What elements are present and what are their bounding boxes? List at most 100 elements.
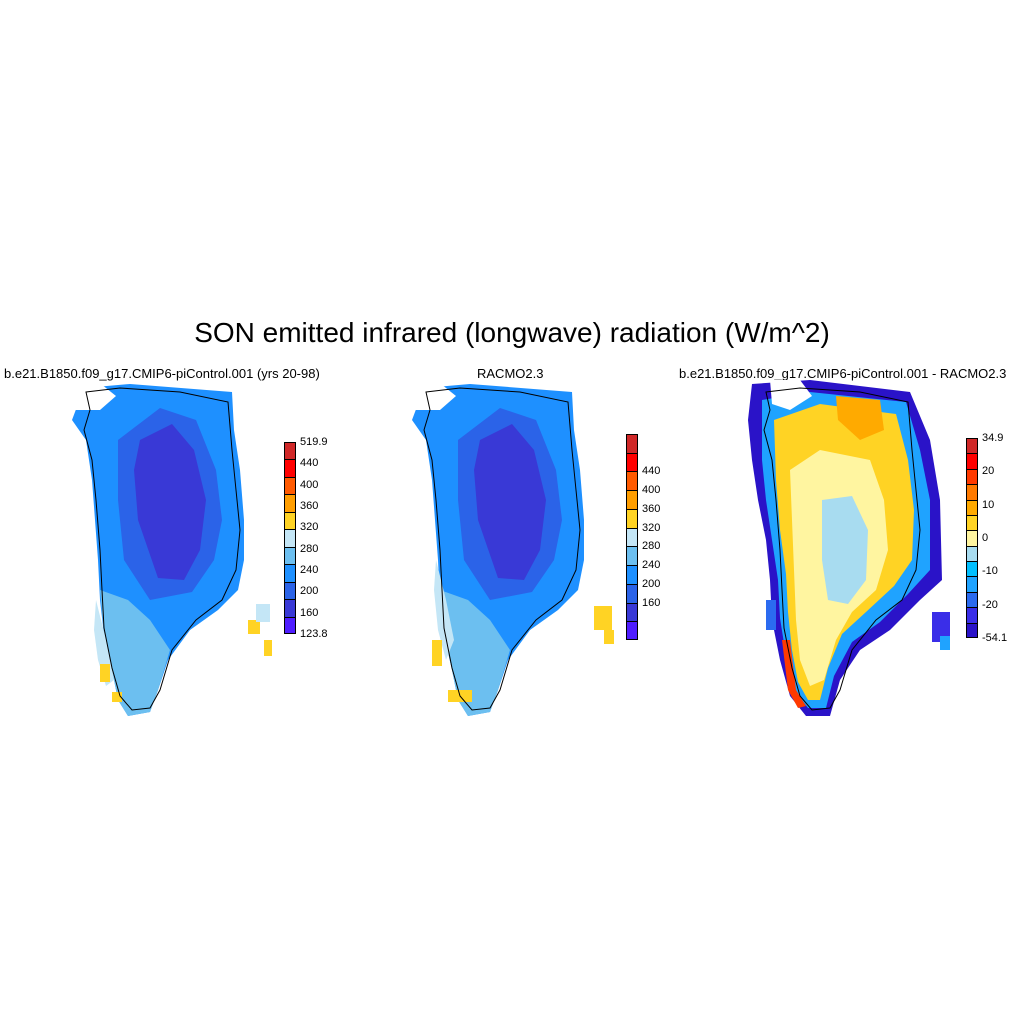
- colorbar-divider: [966, 561, 978, 563]
- panel-3-coastline: [763, 387, 921, 711]
- colorbar-swatch: [626, 452, 638, 472]
- colorbar-tick-label: 360: [642, 502, 661, 515]
- colorbar-tick-label: 200: [300, 585, 319, 598]
- colorbar-swatch: [626, 508, 638, 529]
- colorbar-divider: [626, 452, 638, 454]
- colorbar-tick-label: 320: [642, 521, 661, 534]
- colorbar-frame: [284, 442, 296, 634]
- colorbar-divider: [284, 494, 296, 496]
- colorbar-tick-label: 34.9: [982, 432, 1004, 444]
- colorbar-swatch: [626, 471, 638, 491]
- colorbar-swatch: [284, 599, 296, 618]
- colorbar-swatch: [626, 546, 638, 566]
- panel-1-core: [134, 424, 206, 580]
- figure-title: SON emitted infrared (longwave) radiatio…: [194, 317, 830, 348]
- colorbar-swatch: [626, 527, 638, 547]
- colorbar-swatch: [284, 476, 296, 495]
- panel-2-edge-pale: [434, 560, 454, 660]
- colorbar-divider: [284, 599, 296, 601]
- colorbar-divider: [626, 508, 638, 510]
- panel-2-map: [410, 380, 614, 716]
- colorbar-swatch: [966, 453, 978, 470]
- colorbar-swatch: [284, 529, 296, 548]
- colorbar-tick-label: 200: [642, 577, 661, 590]
- colorbar-tick-label: 20: [982, 465, 995, 478]
- colorbar-swatch: [966, 530, 978, 547]
- colorbar-tick-label: -20: [982, 598, 998, 611]
- panel-3-white-notch: [770, 380, 812, 410]
- colorbar-frame: [626, 434, 638, 640]
- panel-2-margin-tile: [432, 640, 442, 666]
- colorbar-swatch: [966, 591, 978, 608]
- colorbar-swatch: [284, 511, 296, 530]
- colorbar-tick-label: 440: [300, 457, 319, 470]
- colorbar-tick-label: 360: [300, 500, 319, 512]
- colorbar-divider: [966, 591, 978, 593]
- panel-1-map: [70, 380, 272, 716]
- colorbar-divider: [284, 511, 296, 513]
- colorbar-swatch: [966, 561, 978, 577]
- colorbar-divider: [626, 621, 638, 623]
- colorbar-tick-label: -10: [982, 565, 998, 578]
- panel-1-title: b.e21.B1850.f09_g17.CMIP6-piControl.001 …: [4, 366, 320, 381]
- colorbar-divider: [966, 607, 978, 609]
- colorbar-swatch: [966, 499, 978, 516]
- colorbar-swatch: [966, 514, 978, 531]
- panel-1-margin-tile: [264, 640, 272, 656]
- panel-2-margin-tile: [604, 630, 614, 644]
- panel-3-margin-tile: [766, 600, 776, 630]
- colorbar-divider: [284, 476, 296, 478]
- colorbar-divider: [966, 530, 978, 532]
- colorbar-swatch: [284, 546, 296, 565]
- panel-1-margin-tile: [248, 620, 260, 634]
- colorbar-divider: [626, 546, 638, 548]
- colorbar-swatch: [626, 583, 638, 604]
- panel-2-white-notch: [410, 380, 456, 410]
- colorbar-swatch: [966, 484, 978, 501]
- colorbar-tick-label: 0: [982, 532, 989, 544]
- colorbar-divider: [284, 529, 296, 531]
- colorbar-tick-label: 280: [642, 540, 661, 553]
- panel-3-title: b.e21.B1850.f09_g17.CMIP6-piControl.001 …: [679, 366, 1007, 381]
- colorbar-swatch: [966, 468, 978, 485]
- panel-3-margin-tile: [932, 612, 950, 642]
- colorbar-divider: [284, 581, 296, 583]
- colorbar-tick-label: 440: [642, 465, 661, 478]
- panel-3-margin-tile: [940, 636, 950, 650]
- panel-1-margin-tile: [100, 664, 110, 682]
- colorbar-divider: [966, 499, 978, 501]
- colorbar-divider: [626, 527, 638, 529]
- panel-2-title: RACMO2.3: [477, 366, 544, 381]
- colorbar-swatch: [284, 581, 296, 600]
- colorbar-divider: [966, 576, 978, 578]
- colorbar-divider: [626, 602, 638, 604]
- colorbar-divider: [966, 545, 978, 547]
- colorbar-divider: [284, 616, 296, 618]
- colorbar-divider: [284, 564, 296, 566]
- colorbar-swatch: [626, 621, 638, 641]
- colorbar-swatch: [626, 490, 638, 510]
- colorbar-swatch: [966, 607, 978, 624]
- colorbar-swatch: [966, 576, 978, 593]
- colorbar-divider: [966, 453, 978, 455]
- panel-2-edge-light: [440, 590, 510, 716]
- colorbar-swatch: [966, 438, 978, 454]
- panel-1-white-notch: [70, 380, 116, 410]
- colorbar-tick-label: 240: [300, 564, 319, 576]
- colorbar-divider: [626, 471, 638, 473]
- colorbar-tick-label: 400: [300, 478, 319, 491]
- colorbar-divider: [284, 546, 296, 548]
- colorbar-tick-label: 160: [300, 606, 319, 619]
- colorbar-divider: [626, 583, 638, 585]
- colorbar-swatch: [966, 545, 978, 562]
- colorbar-divider: [626, 490, 638, 492]
- panel-2-core: [474, 424, 546, 580]
- colorbar-tick-label: 123.8: [300, 628, 328, 640]
- colorbar-tick-label: -54.1: [982, 632, 1008, 644]
- panel-3-map: [748, 380, 950, 716]
- colorbar-swatch: [626, 434, 638, 454]
- panel-2-coastline: [423, 387, 581, 711]
- panel-1-edge-light: [100, 590, 170, 716]
- colorbar-tick-label: 400: [642, 484, 661, 497]
